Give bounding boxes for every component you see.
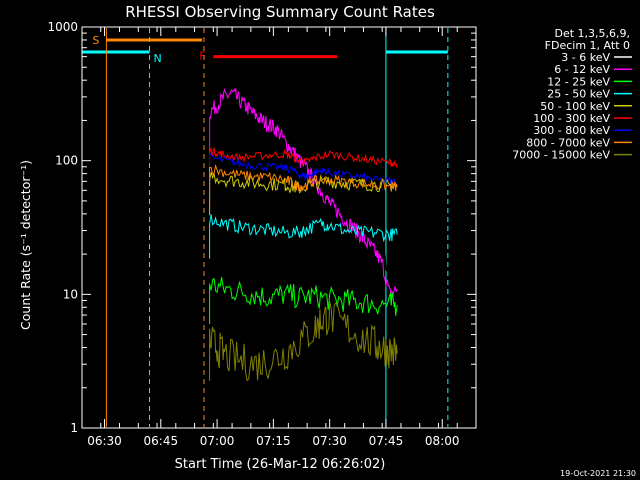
legend-header: Det 1,3,5,6,9, <box>554 27 630 40</box>
x-tick-label: 08:00 <box>425 434 460 448</box>
legend-entry-label: 7000 - 15000 keV <box>512 149 610 162</box>
x-tick-label: 06:30 <box>87 434 122 448</box>
legend-entry-label: 100 - 300 keV <box>533 112 610 125</box>
series-line <box>209 301 398 382</box>
y-axis-label: Count Rate (s⁻¹ detector⁻¹) <box>18 160 33 330</box>
vertical-markers <box>105 28 449 427</box>
legend-header: FDecim 1, Att 0 <box>545 39 630 52</box>
timestamp: 19-Oct-2021 21:30 <box>560 469 636 478</box>
series-line <box>209 171 398 216</box>
axes: 1 10 100 1000 06:30 06:45 07:00 07:15 07:30 07:45… <box>47 20 477 448</box>
y-tick-label: 1000 <box>47 20 78 34</box>
flag-label: F <box>199 50 205 63</box>
data-series <box>209 67 398 382</box>
legend-entry-label: 50 - 100 keV <box>540 100 610 113</box>
legend-entry-label: 25 - 50 keV <box>547 88 610 101</box>
x-tick-label: 07:45 <box>369 434 404 448</box>
y-tick-label: 1 <box>70 421 78 435</box>
x-tick-label: 07:15 <box>256 434 291 448</box>
flag-label: N <box>154 52 162 65</box>
x-tick-label: 07:00 <box>200 434 235 448</box>
series-line <box>209 87 398 298</box>
series-line <box>209 163 398 209</box>
series-line <box>209 147 398 191</box>
legend-entry-label: 300 - 800 keV <box>533 124 610 137</box>
legend-entry-label: 6 - 12 keV <box>554 63 610 76</box>
series-line <box>209 277 398 324</box>
y-tick-label: 100 <box>55 154 78 168</box>
x-tick-label: 07:30 <box>312 434 347 448</box>
legend-entry-label: 800 - 7000 keV <box>526 136 610 149</box>
series-line <box>209 67 389 273</box>
legend-entry-label: 12 - 25 keV <box>547 75 610 88</box>
flag-label: S <box>92 34 99 47</box>
series-line <box>209 214 398 259</box>
chart-title: RHESSI Observing Summary Count Rates <box>125 3 435 21</box>
legend: Det 1,3,5,6,9,FDecim 1, Att 03 - 6 keV6 … <box>512 27 632 162</box>
x-axis-label: Start Time (26-Mar-12 06:26:02) <box>175 457 386 472</box>
y-tick-label: 10 <box>63 287 78 301</box>
flag-bars: S F N <box>82 34 448 65</box>
plot-frame <box>81 26 477 429</box>
x-tick-label: 06:45 <box>144 434 179 448</box>
series-line <box>209 153 398 199</box>
legend-entry-label: 3 - 6 keV <box>561 51 610 64</box>
